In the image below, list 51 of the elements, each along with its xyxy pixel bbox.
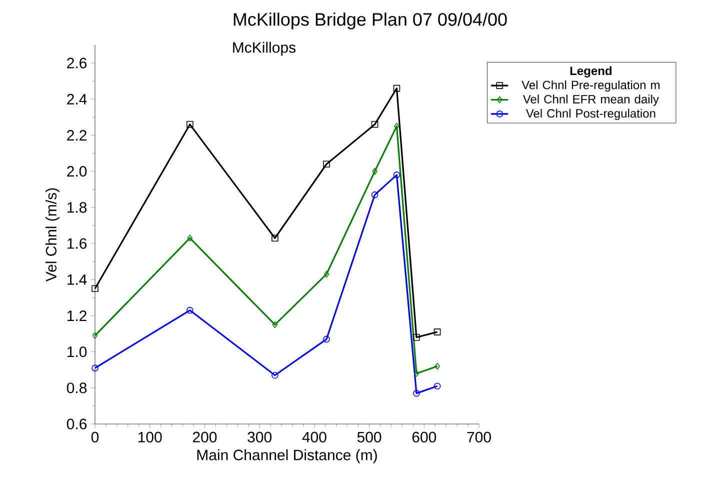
y-tick-label: 2.0 [67, 166, 87, 177]
legend-label: Vel Chnl EFR mean daily [522, 94, 659, 106]
y-tick-label: 0.6 [66, 418, 87, 430]
legend-label: Vel Chnl Post-regulation [526, 108, 656, 120]
x-axis-title: Main Channel Distance (m) [197, 449, 377, 464]
point [394, 122, 400, 130]
point [186, 306, 194, 314]
legend-title: Legend [570, 66, 612, 78]
x-tick-label: 500 [357, 432, 382, 442]
point [393, 172, 400, 178]
point [413, 334, 420, 341]
point [92, 332, 98, 339]
point [272, 372, 278, 379]
point [434, 328, 441, 336]
point [371, 191, 378, 198]
point [186, 121, 194, 128]
y-tick-label: 1.6 [67, 238, 87, 249]
y-tick-label: 1.8 [67, 202, 87, 213]
point [272, 321, 278, 328]
annotation: McKillops [233, 42, 296, 56]
point [414, 370, 420, 377]
point [413, 390, 420, 397]
point [92, 364, 98, 372]
chart-title: McKillops Bridge Plan 07 09/04/00 [234, 12, 507, 30]
y-tick-label: 2.6 [67, 58, 87, 68]
x-tick-label: 300 [248, 432, 272, 442]
point [272, 234, 278, 242]
y-tick-label: 2.4 [67, 94, 87, 104]
y-tick-label: 2.2 [67, 130, 86, 140]
y-tick-label: 0.8 [66, 382, 87, 394]
point [393, 84, 400, 92]
point [372, 168, 378, 175]
point [187, 234, 193, 242]
point [434, 382, 441, 390]
y-tick-label: 1.2 [67, 310, 86, 321]
point [371, 121, 378, 128]
point [323, 160, 330, 168]
x-tick-label: 200 [192, 432, 217, 442]
x-tick-label: 100 [138, 432, 162, 442]
x-tick-label: 700 [467, 432, 491, 442]
x-tick-label: 400 [302, 432, 326, 442]
y-tick-label: 1.4 [67, 274, 87, 285]
point [434, 362, 440, 370]
point [92, 285, 98, 292]
x-tick-label: 0 [91, 432, 99, 442]
legend-label: Vel Chnl Pre-regulation m [522, 80, 660, 92]
point [324, 270, 330, 278]
point [323, 336, 330, 343]
y-tick-label: 1.0 [67, 346, 87, 358]
y-axis-title: Vel Chnl (m/s) [46, 188, 60, 282]
x-tick-label: 600 [412, 432, 436, 442]
